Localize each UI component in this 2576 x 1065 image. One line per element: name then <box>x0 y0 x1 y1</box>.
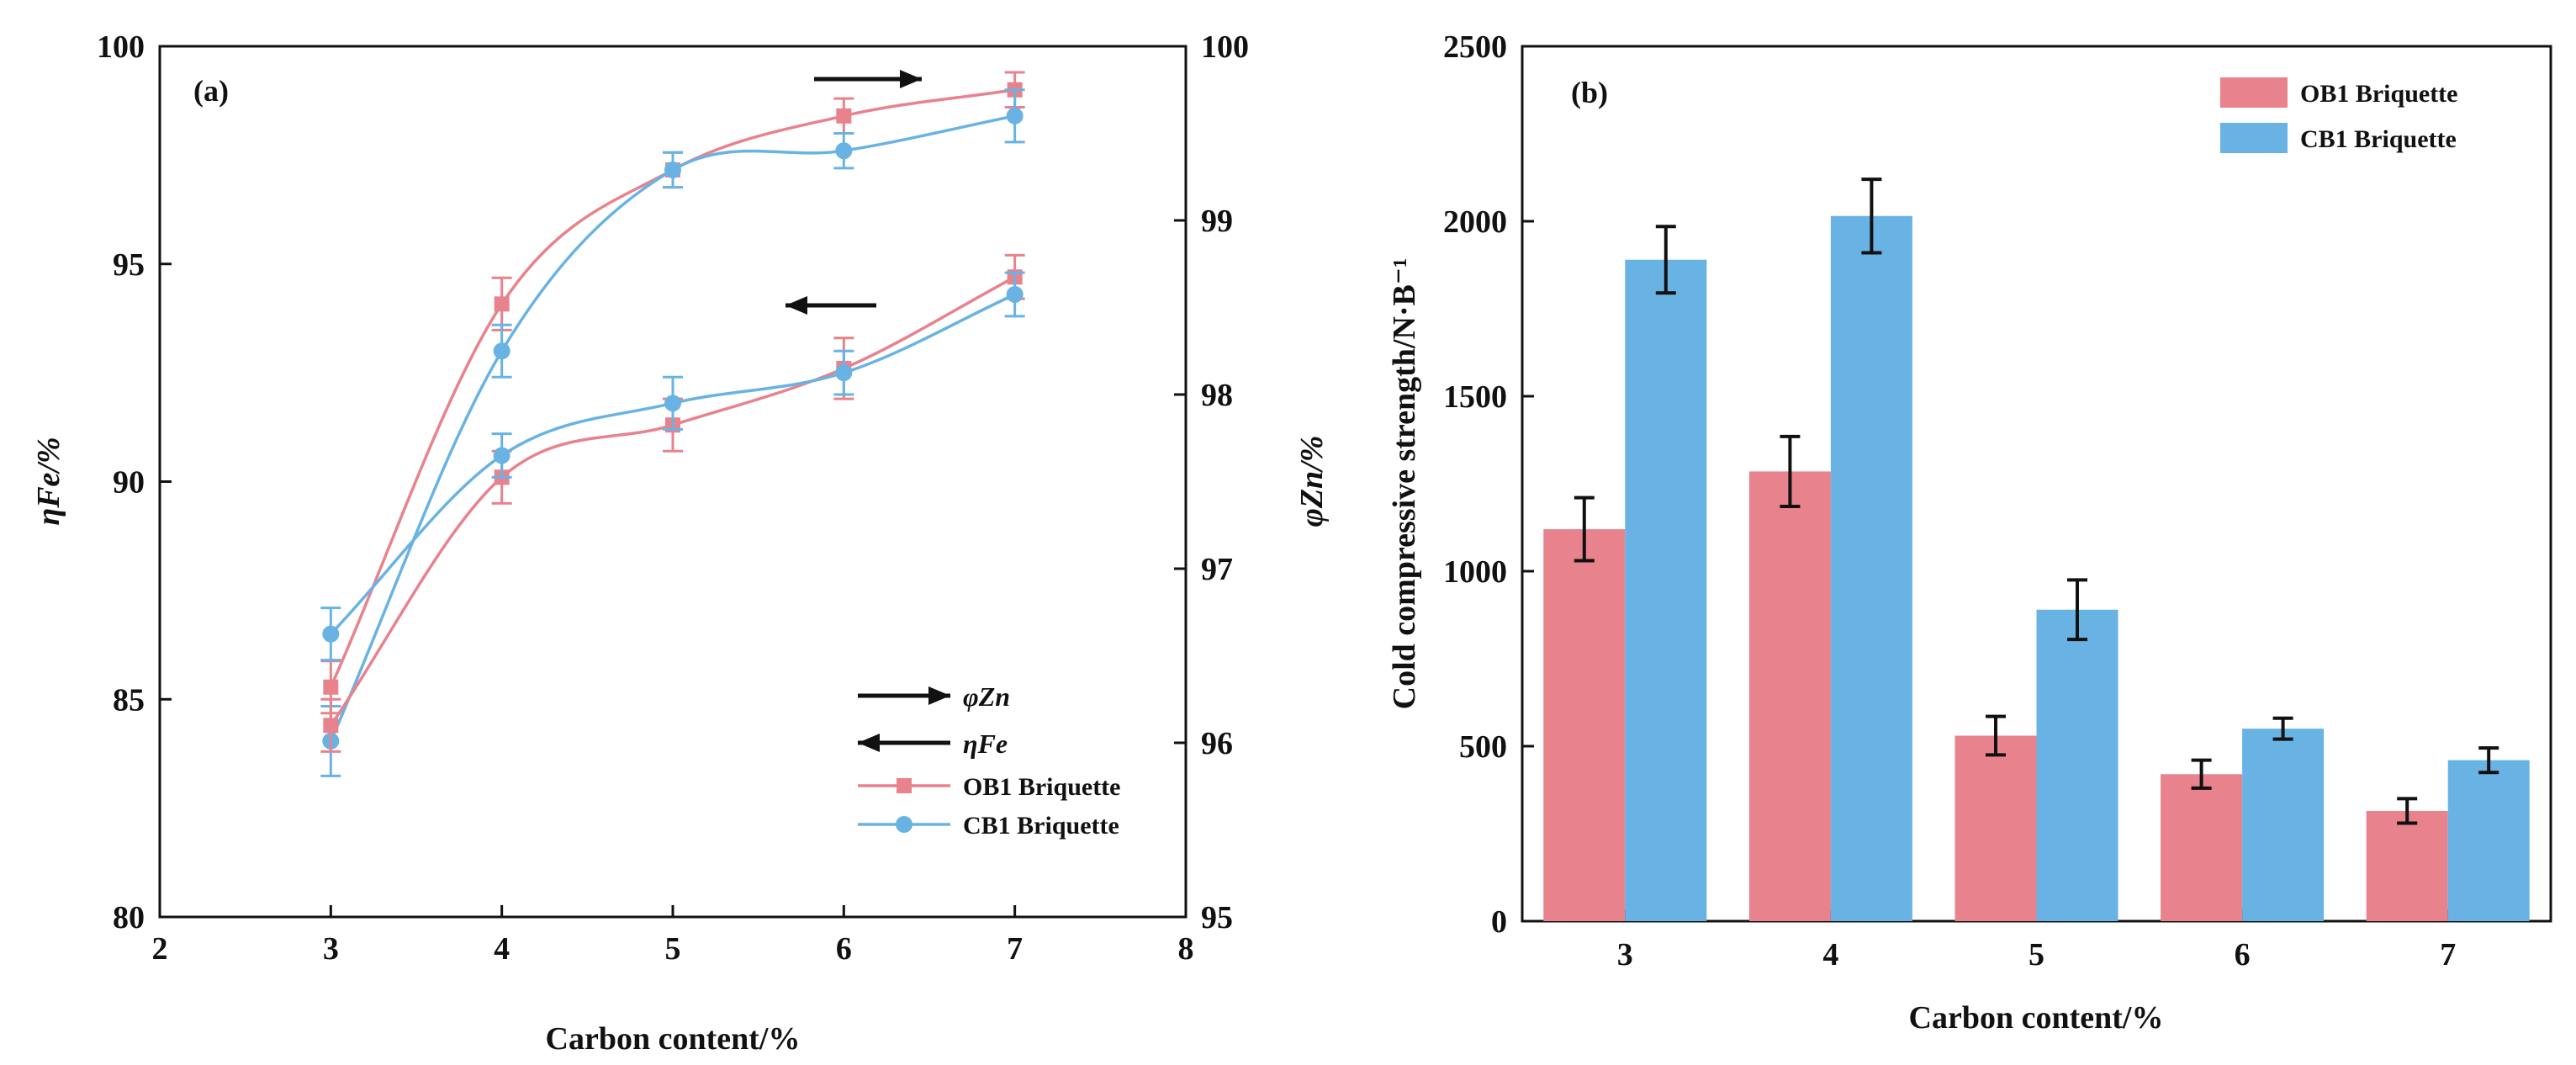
panel-a-x-tick-label: 5 <box>665 931 681 967</box>
panel-a-x-tick-label: 8 <box>1178 931 1194 967</box>
legend-phi-zn-label: φZn <box>963 681 1010 712</box>
panel-a-series-ηFe-OB1 <box>320 255 1024 751</box>
panel-a-data-point <box>323 680 338 695</box>
panel-a-right-y-tick-label: 96 <box>1201 726 1233 761</box>
legend-eta-fe-label: ηFe <box>963 729 1008 759</box>
panel-b-x-axis-title: Carbon content/% <box>1909 1000 2164 1036</box>
panel-a-series-line <box>331 294 1014 634</box>
panel-a-series <box>320 72 1024 776</box>
panel-a-data-point <box>835 364 852 381</box>
panel-b-legend-label: CB1 Briquette <box>2300 125 2457 153</box>
panel-b-x-tick-label: 4 <box>1822 937 1838 972</box>
panel-a-right-y-axis-title: φZn/% <box>1294 436 1330 527</box>
panel-a-left-y-tick-label: 95 <box>113 247 145 283</box>
panel-a-x-tick-label: 2 <box>152 931 168 967</box>
panel-b-legend: OB1 Briquette CB1 Briquette <box>2220 77 2458 153</box>
panel-a-x-axis-title: Carbon content/% <box>546 1021 801 1057</box>
panel-a-data-point <box>495 296 510 311</box>
figure: (a) 2 3 4 5 6 7 8 80 85 90 95 100 95 96 97 98 99 100 φZn η… <box>0 0 2576 1065</box>
panel-a-data-point <box>322 626 339 643</box>
panel-a-left-y-tick-label: 100 <box>97 29 145 65</box>
panel-a-data-point <box>836 109 851 124</box>
panel-b-x-tick-label: 7 <box>2440 937 2456 972</box>
panel-b-bar-CB1-4 <box>1831 216 1912 921</box>
panel-b-legend-label: OB1 Briquette <box>2300 80 2458 108</box>
panel-a-x-tick-label: 7 <box>1007 931 1023 967</box>
panel-b-bar-CB1-5 <box>2037 610 2118 921</box>
panel-a-data-point <box>494 447 510 464</box>
panel-a-right-y-tick-label: 95 <box>1201 900 1233 935</box>
legend-eta-fe-arrow-head <box>858 734 880 752</box>
panel-a-data-point <box>664 162 681 178</box>
legend-entry-label: CB1 Briquette <box>963 812 1119 840</box>
panel-b-y-tick-label: 2500 <box>1443 29 1507 65</box>
panel-b-bar-chart: (b) 0 500 1000 1500 2000 2500 3 4 5 6 7 OB1 Brique… <box>1387 29 2551 1036</box>
panel-a-legend: φZn ηFe OB1 Briquette CB1 Briquette <box>858 681 1121 840</box>
eta-fe-axis-arrow-head <box>785 296 807 315</box>
phi-zn-axis-arrow-head <box>900 70 922 88</box>
panel-b-y-tick-label: 0 <box>1491 904 1507 940</box>
panel-b-x-tick-label: 3 <box>1617 937 1633 972</box>
panel-b-bar-OB1-5 <box>1955 736 2037 921</box>
panel-b-bar-CB1-3 <box>1625 260 1706 921</box>
panel-a-line-chart: (a) 2 3 4 5 6 7 8 80 85 90 95 100 95 96 97 98 99 100 φZn η… <box>31 29 1330 1057</box>
legend-marker <box>896 816 912 833</box>
panel-b-bar-CB1-7 <box>2448 760 2530 921</box>
panel-a-left-y-tick-label: 80 <box>113 900 145 935</box>
panel-a-data-point <box>835 142 852 159</box>
panel-a-data-point <box>1007 108 1024 125</box>
panel-a-left-y-tick-label: 85 <box>113 682 145 718</box>
legend-entry-label: OB1 Briquette <box>963 773 1121 801</box>
panel-b-legend-swatch <box>2220 77 2288 108</box>
panel-a-direction-arrows <box>785 70 950 752</box>
panel-a-x-tick-label: 4 <box>494 931 510 967</box>
panel-b-bar-CB1-6 <box>2242 729 2324 921</box>
panel-a-data-point <box>323 718 338 733</box>
panel-a-data-point <box>664 395 681 411</box>
panel-b-bars <box>1543 179 2529 921</box>
panel-b-x-tick-label: 5 <box>2029 937 2044 972</box>
panel-b-bar-OB1-3 <box>1543 529 1625 921</box>
panel-b-legend-swatch <box>2220 123 2288 153</box>
panel-a-x-tick-label: 6 <box>836 931 852 967</box>
panel-b-label: (b) <box>1571 76 1608 109</box>
panel-b-bar-OB1-4 <box>1749 471 1831 921</box>
panel-a-right-y-tick-label: 100 <box>1201 29 1249 65</box>
panel-b-x-tick-label: 6 <box>2235 937 2251 972</box>
panel-b-y-tick-label: 500 <box>1459 729 1507 765</box>
panel-b-bar-OB1-6 <box>2161 774 2242 921</box>
panel-a-x-tick-label: 3 <box>323 931 339 967</box>
panel-a-right-y-tick-label: 98 <box>1201 378 1233 413</box>
panel-b-y-tick-label: 2000 <box>1443 204 1507 240</box>
panel-a-label: (a) <box>193 74 229 108</box>
panel-b-y-tick-label: 1500 <box>1443 379 1507 415</box>
panel-a-right-y-tick-label: 99 <box>1201 204 1233 239</box>
legend-marker <box>897 778 912 793</box>
panel-a-right-y-tick-label: 97 <box>1201 552 1233 587</box>
panel-b-bar-OB1-7 <box>2367 811 2448 921</box>
panel-a-left-y-axis-title: ηFe/% <box>31 437 66 525</box>
panel-b-y-tick-label: 1000 <box>1443 554 1507 590</box>
panel-a-data-point <box>494 342 510 359</box>
panel-a-left-y-tick-label: 90 <box>113 465 145 501</box>
legend-phi-zn-arrow-head <box>928 686 950 705</box>
panel-b-y-axis-title: Cold compressive strength/N·B⁻¹ <box>1387 258 1422 710</box>
panel-a-data-point <box>1007 286 1024 303</box>
